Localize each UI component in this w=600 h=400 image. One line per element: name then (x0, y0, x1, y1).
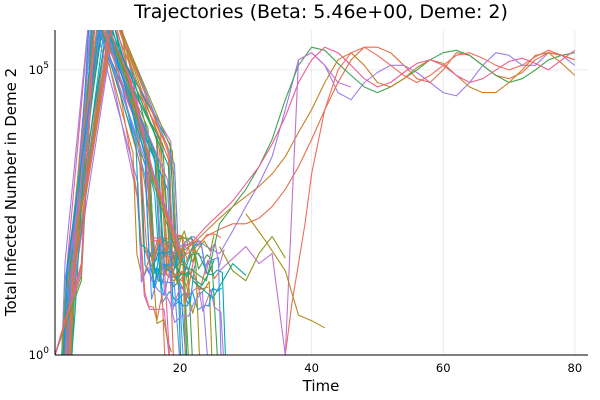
long-series-line (55, 30, 576, 355)
x-tick-label: 80 (568, 361, 583, 375)
long-series-line (284, 46, 575, 355)
x-axis-label: Time (302, 377, 340, 395)
burst-series-line (66, 30, 203, 355)
long-series-line (55, 30, 575, 355)
long-series-line (245, 213, 326, 329)
y-tick-label: 100 (29, 346, 50, 362)
burst-series-line (62, 30, 215, 355)
long-series-line (192, 263, 247, 299)
burst-series-line (68, 30, 169, 355)
x-ticks: 20 40 60 80 (173, 361, 582, 375)
burst-series-line (63, 30, 173, 355)
burst-series-line (61, 30, 172, 355)
y-tick-label: 105 (29, 61, 49, 77)
burst-series-line (64, 30, 163, 355)
burst-series-line (69, 30, 209, 355)
x-tick-label: 20 (173, 361, 188, 375)
long-series-line (219, 52, 352, 355)
burst-series-line (68, 30, 224, 355)
y-ticks: 100 105 (29, 61, 50, 362)
chart-title: Trajectories (Beta: 5.46e+00, Deme: 2) (133, 1, 508, 23)
burst-series-line (68, 30, 208, 355)
burst-series-line (64, 30, 226, 355)
y-axis-label: Total Infected Number in Deme 2 (2, 68, 20, 317)
long-series-line (55, 30, 576, 355)
series-layer (55, 30, 576, 355)
long-series-line (55, 30, 576, 355)
burst-series-line (69, 30, 222, 355)
burst-series-line (64, 30, 225, 355)
grid-lines (55, 30, 588, 356)
x-tick-label: 40 (304, 361, 319, 375)
x-tick-label: 60 (436, 361, 451, 375)
